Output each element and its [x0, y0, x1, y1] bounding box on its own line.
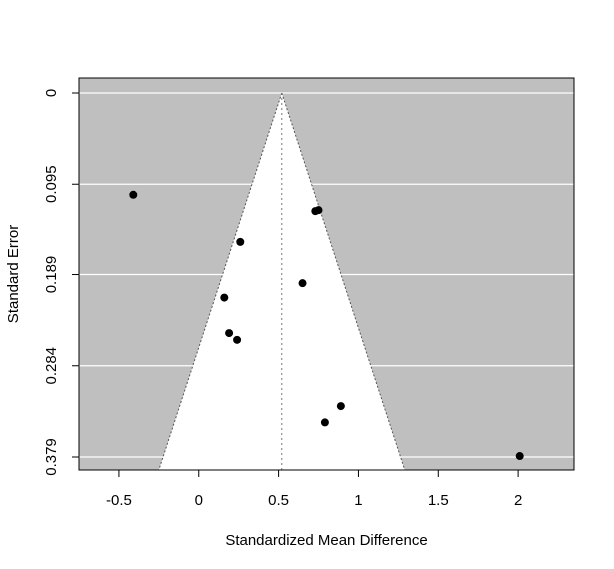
study-point-5 [220, 293, 229, 302]
x-axis-label: Standardized Mean Difference [225, 532, 427, 549]
study-points [129, 190, 524, 461]
y-axis: 0 0.095 0.189 0.284 0.379 [43, 89, 80, 476]
y-tick-label-0: 0 [43, 89, 60, 97]
y-tick-label-2: 0.189 [43, 256, 60, 294]
funnel-region [158, 93, 405, 470]
study-point-8 [336, 402, 345, 411]
x-tick-label-0: -0.5 [106, 492, 132, 509]
y-tick-label-4: 0.379 [43, 438, 60, 476]
x-tick-label-5: 2 [514, 492, 522, 509]
y-axis-label: Standard Error [5, 225, 22, 323]
study-point-1 [236, 237, 245, 246]
study-point-10 [515, 452, 524, 461]
x-tick-label-2: 0.5 [268, 492, 289, 509]
x-axis: -0.5 0 0.5 1 1.5 2 [106, 469, 522, 509]
x-tick-label-3: 1 [354, 492, 362, 509]
study-point-4 [298, 279, 307, 288]
study-point-6 [225, 329, 234, 338]
study-point-3 [314, 206, 323, 215]
y-tick-label-1: 0.095 [43, 165, 60, 203]
study-point-0 [129, 190, 138, 199]
study-point-7 [233, 335, 242, 344]
x-tick-label-1: 0 [195, 492, 203, 509]
study-point-9 [320, 418, 329, 427]
y-tick-label-3: 0.284 [43, 347, 60, 385]
x-tick-label-4: 1.5 [428, 492, 449, 509]
